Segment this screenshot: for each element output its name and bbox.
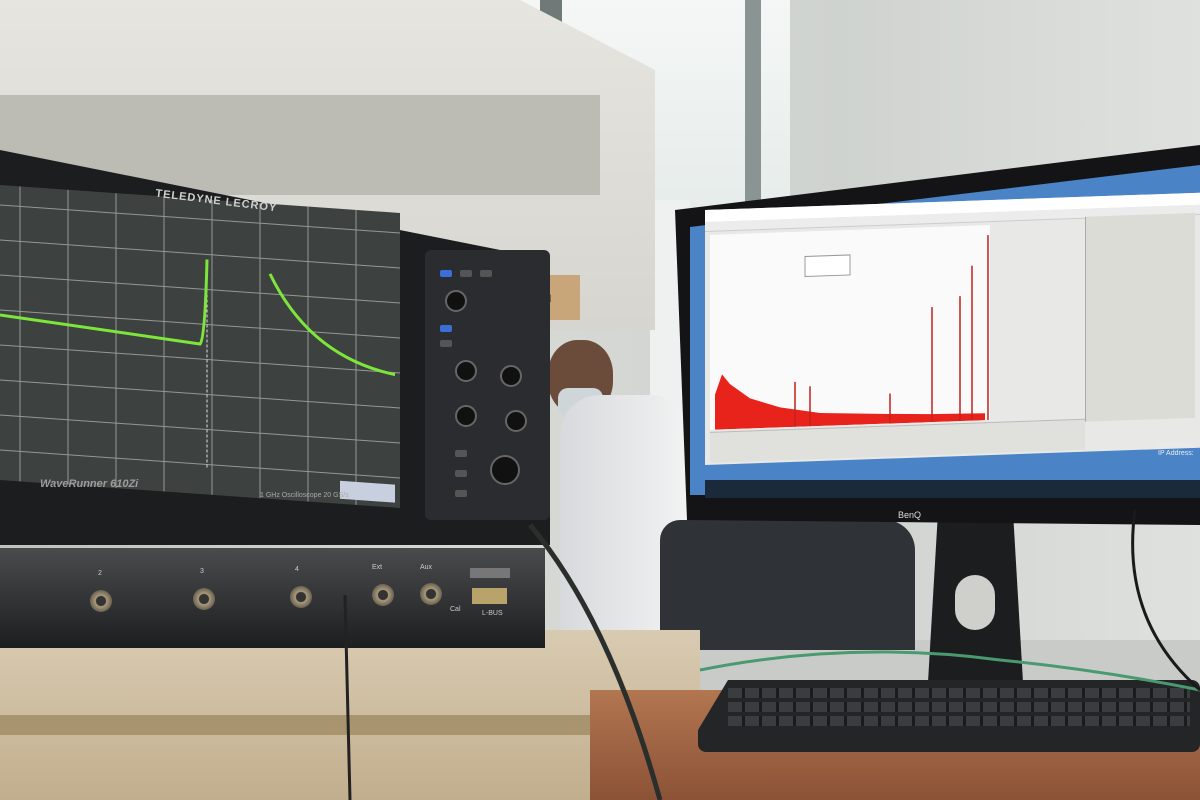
user-name-label: User Name: xyxy=(1158,442,1196,449)
port-label: 2 xyxy=(98,570,102,577)
knob[interactable] xyxy=(500,365,522,387)
port-label: 4 xyxy=(295,566,299,573)
plot-tooltip xyxy=(804,254,851,278)
port-label: L-BUS xyxy=(482,610,503,617)
knob[interactable] xyxy=(455,360,477,382)
spectrum-svg xyxy=(715,235,989,430)
button[interactable] xyxy=(455,470,467,477)
bnc-connector[interactable] xyxy=(193,588,215,610)
button[interactable] xyxy=(455,490,467,497)
spectrum-continuum xyxy=(715,374,985,430)
windows-taskbar[interactable] xyxy=(705,480,1200,498)
scope-model: WaveRunner 610Zi xyxy=(40,478,139,490)
office-chair xyxy=(660,520,915,650)
lbus-port[interactable] xyxy=(472,588,507,604)
info-panel xyxy=(1085,212,1195,422)
spectrum-peaks xyxy=(794,235,989,427)
knob[interactable] xyxy=(455,405,477,427)
bnc-connector[interactable] xyxy=(372,584,394,606)
knob[interactable] xyxy=(505,410,527,432)
scope-control-panel xyxy=(425,250,550,520)
usb-ports[interactable] xyxy=(470,568,510,578)
key-row[interactable] xyxy=(728,716,1190,726)
button[interactable] xyxy=(440,270,452,277)
bnc-connector[interactable] xyxy=(420,583,442,605)
knob[interactable] xyxy=(445,290,467,312)
button[interactable] xyxy=(480,270,492,277)
waveform-display xyxy=(0,186,400,505)
port-label: Aux xyxy=(420,564,433,571)
oscilloscope-screen xyxy=(0,185,400,508)
button[interactable] xyxy=(460,270,472,277)
scope-front-panel: 2 3 4 Ext Aux Cal L-BUS xyxy=(0,548,545,648)
button[interactable] xyxy=(440,340,452,347)
spectrum-plot xyxy=(710,225,990,430)
key-row[interactable] xyxy=(728,702,1190,712)
keyboard[interactable] xyxy=(698,680,1200,752)
ip-address-label: IP Address: xyxy=(1158,450,1194,457)
desktop-info: User Name: IP Address: xyxy=(1158,442,1195,458)
monitor-brand-logo: BenQ xyxy=(898,510,922,520)
button[interactable] xyxy=(455,450,467,457)
bnc-connector[interactable] xyxy=(290,586,312,608)
bnc-connector[interactable] xyxy=(90,590,112,612)
scope-description: 1 GHz Oscilloscope 20 GS/s xyxy=(260,492,349,499)
window-frame xyxy=(745,0,761,210)
spectrum-app-window xyxy=(705,192,1200,465)
port-label: Ext xyxy=(372,564,383,571)
port-label: 3 xyxy=(200,568,204,575)
button[interactable] xyxy=(440,325,452,332)
waveform-decay xyxy=(268,273,396,377)
waveform-trace xyxy=(0,259,209,346)
port-label: Cal xyxy=(450,606,461,613)
main-knob[interactable] xyxy=(490,455,520,485)
key-row[interactable] xyxy=(728,688,1190,698)
stand-cable-hole xyxy=(955,575,995,630)
status-box xyxy=(340,480,395,503)
grid xyxy=(0,186,400,505)
